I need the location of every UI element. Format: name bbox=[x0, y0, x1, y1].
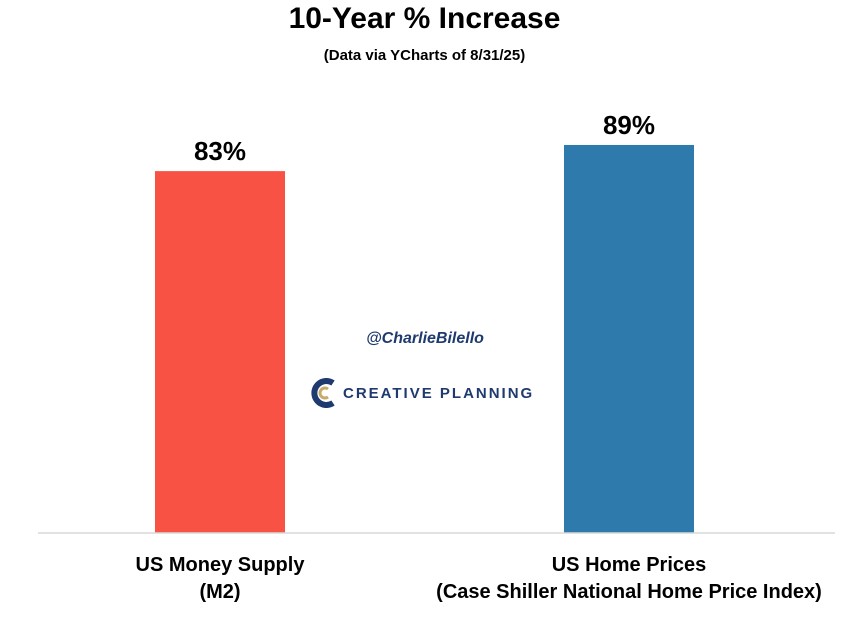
category-label-line1: US Home Prices bbox=[551, 554, 707, 576]
category-label-line2: (M2) bbox=[199, 581, 241, 603]
category-label-home-prices: US Home Prices (Case Shiller National Ho… bbox=[429, 552, 829, 606]
chart-title: 10-Year % Increase bbox=[288, 2, 561, 35]
watermark-handle: @CharlieBilello bbox=[366, 330, 484, 347]
bar-money-supply bbox=[155, 171, 285, 533]
category-label-line2: (Case Shiller National Home Price Index) bbox=[436, 581, 822, 603]
bar-home-prices bbox=[564, 144, 694, 533]
category-label-money-supply: US Money Supply (M2) bbox=[70, 552, 370, 606]
category-label-line1: US Money Supply bbox=[135, 554, 305, 576]
logo-text: CREATIVE PLANNING bbox=[343, 384, 535, 402]
chart-subtitle: (Data via YCharts of 8/31/25) bbox=[323, 47, 526, 64]
creative-planning-logo: CREATIVE PLANNING bbox=[311, 376, 534, 410]
data-label-home-prices: 89% bbox=[603, 110, 655, 140]
data-label-money-supply: 83% bbox=[194, 136, 246, 166]
creative-planning-icon bbox=[311, 378, 335, 408]
